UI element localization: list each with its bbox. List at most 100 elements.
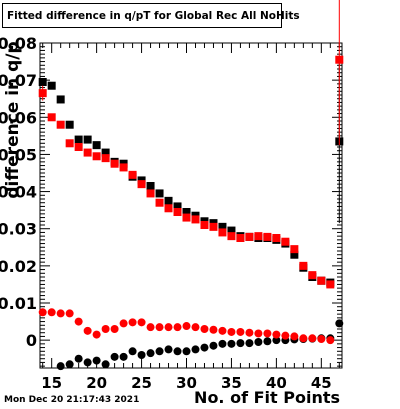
data-point <box>290 245 299 254</box>
y-tick-label: 0.08 <box>0 34 37 53</box>
data-point <box>83 326 92 335</box>
data-point <box>236 327 245 336</box>
data-point <box>119 163 128 172</box>
data-point <box>128 347 137 356</box>
data-point <box>218 228 227 237</box>
data-point <box>38 308 47 317</box>
data-point <box>155 198 164 207</box>
y-tick-label: 0.02 <box>0 257 37 276</box>
data-point <box>290 332 299 341</box>
data-point <box>182 347 191 356</box>
data-point <box>335 55 344 64</box>
data-point <box>290 250 299 259</box>
data-point <box>74 135 83 144</box>
data-point <box>101 325 110 333</box>
data-marks <box>38 0 344 371</box>
data-point <box>47 308 56 317</box>
data-point <box>155 347 164 356</box>
data-point <box>227 226 236 235</box>
data-point <box>83 148 92 157</box>
data-point <box>56 95 65 104</box>
data-point <box>308 271 317 280</box>
y-tick-label: 0.01 <box>0 294 37 313</box>
data-point <box>173 323 182 332</box>
data-point <box>92 356 101 365</box>
data-point <box>227 232 236 241</box>
data-point <box>245 232 254 241</box>
y-axis-label-box: difference in q/p <box>2 40 24 200</box>
data-point <box>209 325 218 334</box>
data-point <box>173 208 182 216</box>
data-point <box>245 339 254 348</box>
data-point <box>200 343 209 352</box>
y-tick-label: 0.03 <box>0 220 37 239</box>
x-tick-label: 20 <box>86 374 107 392</box>
data-point <box>110 159 119 168</box>
data-point <box>110 352 119 361</box>
data-point <box>146 189 155 198</box>
data-point <box>182 213 191 222</box>
y-tick-label: 0.07 <box>0 71 37 90</box>
y-axis: 0 0.01 0.02 0.03 0.04 0.05 0.06 0.07 0.08 <box>0 34 342 367</box>
data-point <box>65 309 74 318</box>
y-tick-label: 0 <box>26 331 37 350</box>
x-tick-label: 30 <box>176 374 197 392</box>
data-point <box>272 330 281 339</box>
data-point <box>227 339 236 348</box>
title-box: Fitted difference in q/pT for Global Rec… <box>2 3 300 28</box>
data-point <box>146 323 155 332</box>
data-point <box>74 354 83 363</box>
data-point <box>92 330 101 339</box>
data-point <box>182 322 191 331</box>
data-point <box>74 317 83 326</box>
data-point <box>146 349 155 358</box>
data-point <box>128 170 137 179</box>
timestamp: Mon Dec 20 21:17:43 2021 <box>4 395 140 405</box>
data-point <box>101 154 110 163</box>
data-point <box>299 261 308 270</box>
y-tick-label: 0.05 <box>0 145 37 164</box>
data-point <box>164 345 173 354</box>
data-point <box>263 329 272 338</box>
data-point <box>83 135 92 144</box>
data-point <box>335 319 344 328</box>
series-1 <box>38 0 344 289</box>
y-axis-label: difference in q/p <box>3 41 23 199</box>
plot-frame <box>39 42 343 369</box>
data-point <box>83 358 92 367</box>
data-point <box>65 139 74 148</box>
data-point <box>74 143 83 151</box>
data-point <box>155 323 164 332</box>
data-point <box>137 351 146 359</box>
data-point <box>254 329 263 338</box>
data-point <box>173 347 182 356</box>
data-point <box>164 323 173 332</box>
data-point <box>236 339 245 348</box>
x-tick-label: 45 <box>311 374 332 392</box>
data-point <box>155 189 164 198</box>
data-point <box>281 331 290 340</box>
data-point <box>218 339 227 348</box>
data-point <box>119 319 128 328</box>
data-point <box>326 280 335 289</box>
data-point <box>200 325 209 333</box>
data-point <box>101 148 110 157</box>
data-point <box>38 78 47 86</box>
y-tick-label: 0.06 <box>0 108 37 127</box>
data-point <box>317 276 326 285</box>
data-point <box>254 338 263 346</box>
data-point <box>65 360 74 369</box>
data-point <box>137 318 146 327</box>
data-point <box>326 336 335 345</box>
data-point <box>317 335 326 344</box>
data-point <box>119 352 128 361</box>
data-point <box>200 221 209 229</box>
series-3 <box>38 308 335 345</box>
data-point <box>92 152 101 161</box>
data-point <box>245 328 254 337</box>
x-tick-label: 15 <box>41 374 62 392</box>
data-point <box>218 222 227 231</box>
data-point <box>92 141 101 150</box>
data-point <box>272 234 281 242</box>
